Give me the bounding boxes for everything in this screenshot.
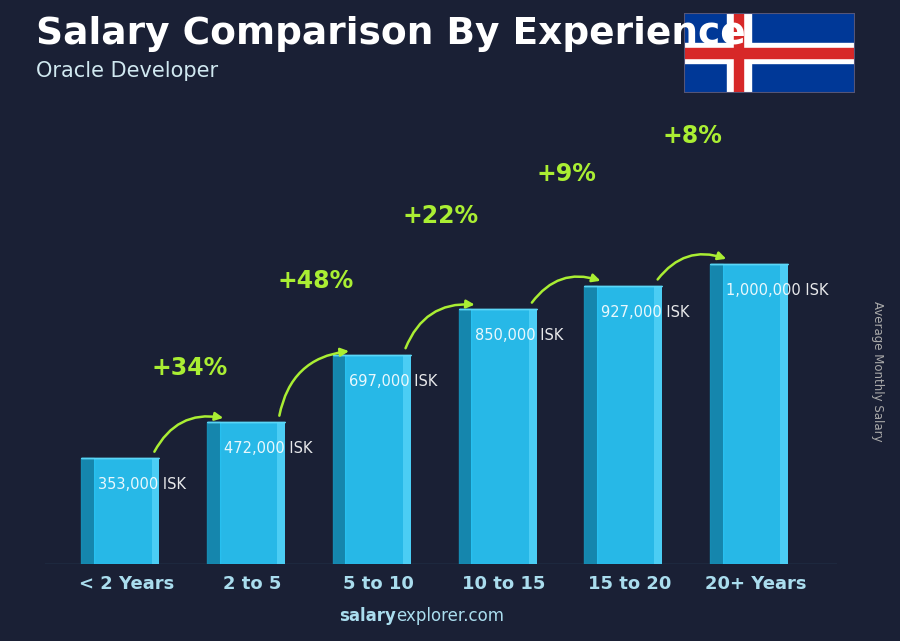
Bar <box>727 13 751 93</box>
Polygon shape <box>459 309 472 564</box>
Text: Salary Comparison By Experience: Salary Comparison By Experience <box>36 16 746 52</box>
Bar <box>346 354 410 564</box>
FancyArrowPatch shape <box>406 301 472 348</box>
Polygon shape <box>584 285 597 564</box>
Polygon shape <box>207 422 220 564</box>
Text: +9%: +9% <box>536 162 597 185</box>
Bar <box>734 13 743 93</box>
Text: Average Monthly Salary: Average Monthly Salary <box>871 301 884 442</box>
Bar <box>780 263 788 564</box>
Text: +34%: +34% <box>151 356 228 380</box>
Text: +48%: +48% <box>277 269 354 293</box>
Bar <box>403 354 410 564</box>
Text: +22%: +22% <box>403 204 479 228</box>
Bar <box>151 458 159 564</box>
Bar <box>597 285 662 564</box>
Text: Oracle Developer: Oracle Developer <box>36 61 218 81</box>
Bar <box>654 285 662 564</box>
Polygon shape <box>333 354 346 564</box>
Text: 472,000 ISK: 472,000 ISK <box>223 442 312 456</box>
Text: 353,000 ISK: 353,000 ISK <box>98 478 185 492</box>
Text: 697,000 ISK: 697,000 ISK <box>349 374 437 389</box>
Bar <box>684 43 855 63</box>
Text: salary: salary <box>339 607 396 625</box>
Text: 927,000 ISK: 927,000 ISK <box>600 304 689 320</box>
Bar <box>94 458 159 564</box>
Text: +8%: +8% <box>662 124 723 148</box>
Text: 850,000 ISK: 850,000 ISK <box>475 328 563 343</box>
FancyArrowPatch shape <box>532 275 598 303</box>
FancyArrowPatch shape <box>279 349 346 415</box>
Bar <box>220 422 285 564</box>
Polygon shape <box>82 458 94 564</box>
Bar <box>472 309 536 564</box>
FancyArrowPatch shape <box>658 253 724 279</box>
Text: 1,000,000 ISK: 1,000,000 ISK <box>726 283 829 298</box>
Bar <box>723 263 788 564</box>
Polygon shape <box>710 263 723 564</box>
Bar <box>528 309 536 564</box>
Text: explorer.com: explorer.com <box>396 607 504 625</box>
FancyArrowPatch shape <box>155 413 220 452</box>
Bar <box>684 48 855 58</box>
Bar <box>277 422 285 564</box>
